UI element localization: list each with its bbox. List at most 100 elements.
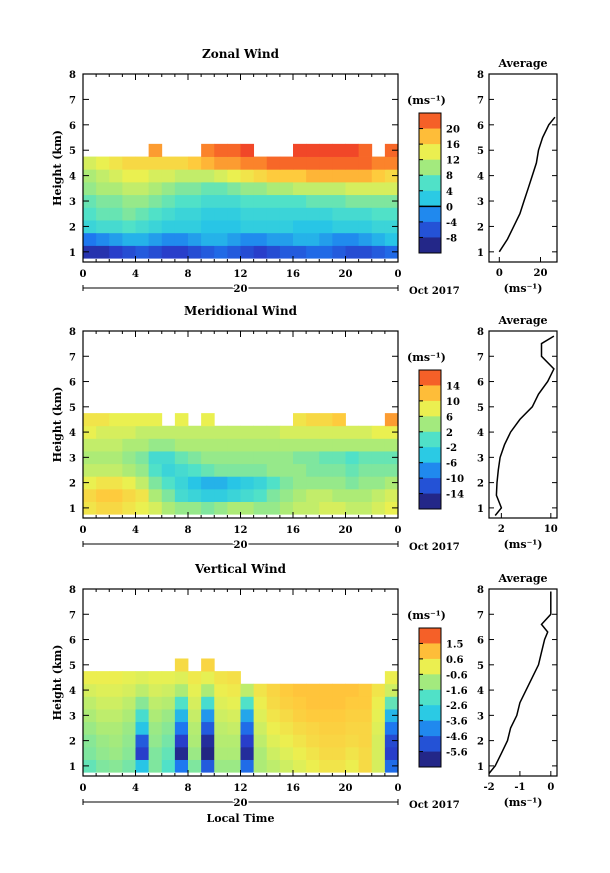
date-day-label: 20	[234, 798, 248, 809]
heatmap-cell	[96, 181, 110, 196]
heatmap-cell	[227, 169, 241, 183]
heatmap-cell	[122, 709, 136, 723]
heatmap-cell	[253, 696, 268, 710]
heatmap-cell	[201, 413, 215, 427]
average-y-tick-label: 4	[477, 428, 484, 439]
heatmap-cell	[345, 207, 360, 221]
heatmap-cell	[253, 721, 268, 735]
heatmap-cell	[293, 488, 307, 502]
heatmap-cell	[266, 696, 281, 710]
heatmap-cell	[227, 245, 241, 259]
y-tick-label: 6	[69, 636, 76, 647]
heatmap-cell	[109, 181, 123, 196]
heatmap-cell	[109, 245, 123, 259]
y-tick-label: 4	[69, 686, 76, 697]
colorbar-tick-label: 1.5	[446, 639, 463, 650]
heatmap-cell	[306, 194, 320, 208]
heatmap-cell	[214, 181, 228, 196]
y-tick-label: 2	[69, 737, 76, 748]
colorbar-swatch	[419, 400, 441, 417]
heatmap-cell	[306, 156, 320, 170]
heatmap-cell	[161, 194, 176, 208]
heatmap-cell	[332, 425, 346, 439]
heatmap-cell	[227, 709, 241, 723]
heatmap-cell	[122, 696, 136, 710]
heatmap-cell	[122, 759, 136, 773]
heatmap-cell	[214, 709, 228, 723]
heatmap-cell	[161, 245, 176, 259]
heatmap-cell	[96, 438, 110, 452]
heatmap-cell	[227, 438, 241, 452]
heatmap-cell	[332, 194, 346, 208]
heatmap-cell	[345, 425, 360, 439]
x-tick-label: 16	[286, 269, 300, 280]
heatmap-cell	[188, 746, 202, 760]
heatmap-cell	[174, 734, 189, 748]
x-tick-label: 20	[339, 269, 353, 280]
heatmap-cell	[253, 746, 268, 760]
heatmap-cell	[293, 721, 307, 735]
heatmap-cell	[96, 207, 110, 221]
colorbar-tick-label: 2	[446, 428, 453, 439]
colorbar-frame	[418, 112, 442, 254]
colorbar-tick-label: 0	[446, 202, 453, 213]
x-tick-label: 0	[395, 783, 402, 794]
heatmap-cell	[174, 709, 189, 723]
heatmap-cell	[122, 194, 136, 208]
average-frame	[488, 330, 558, 519]
heatmap-cell	[345, 438, 360, 452]
heatmap-cell	[214, 746, 228, 760]
heatmap-cell	[345, 501, 360, 515]
heatmap-cell	[266, 683, 281, 697]
heatmap-cell	[319, 232, 333, 246]
x-tick-label: 0	[80, 525, 87, 536]
heatmap-cell	[358, 709, 373, 723]
y-tick-label: 7	[69, 610, 76, 621]
y-tick-label: 8	[69, 70, 76, 81]
heatmap-cell	[384, 425, 399, 439]
heatmap-cell	[358, 207, 373, 221]
heatmap-cell	[174, 721, 189, 735]
average-y-tick-label: 7	[477, 352, 484, 363]
heatmap-cell	[319, 143, 333, 157]
heatmap-cell	[384, 207, 399, 221]
heatmap-cell	[306, 438, 320, 452]
heatmap-cell	[122, 463, 136, 477]
heatmap-cell	[122, 220, 136, 234]
heatmap-cell	[306, 181, 320, 196]
heatmap-cell	[83, 709, 97, 723]
heatmap-cell	[161, 488, 176, 502]
heatmap-cell	[148, 451, 163, 465]
x-tick-label: 0	[395, 525, 402, 536]
heatmap-cell	[96, 169, 110, 183]
colorbar-tick-label: 4	[446, 187, 453, 198]
heatmap-cell	[109, 207, 123, 221]
heatmap-cell	[345, 232, 360, 246]
heatmap-cell	[293, 143, 307, 157]
heatmap-cell	[227, 194, 241, 208]
heatmap-cell	[96, 413, 110, 427]
heatmap-cell	[293, 169, 307, 183]
heatmap-cell	[161, 156, 176, 170]
colorbar-swatch	[419, 720, 441, 737]
colorbar-tick-label: -4	[446, 218, 457, 229]
heatmap-cell	[384, 709, 399, 723]
heatmap-cell	[83, 232, 97, 246]
heatmap-cell	[201, 194, 215, 208]
heatmap-cell	[279, 759, 294, 773]
heatmap-cell	[253, 463, 268, 477]
heatmap-cell	[135, 220, 150, 234]
colorbar-swatch	[419, 385, 441, 402]
heatmap-cell	[240, 488, 255, 502]
heatmap-cell	[384, 220, 399, 234]
average-y-tick-label: 3	[477, 711, 484, 722]
heatmap-cell	[148, 696, 163, 710]
heatmap-cell	[174, 438, 189, 452]
heatmap-cell	[266, 746, 281, 760]
heatmap-cell	[83, 476, 97, 490]
heatmap-cell	[227, 734, 241, 748]
heatmap-cell	[384, 232, 399, 246]
heatmap-cell	[358, 463, 373, 477]
heatmap-cell	[293, 232, 307, 246]
